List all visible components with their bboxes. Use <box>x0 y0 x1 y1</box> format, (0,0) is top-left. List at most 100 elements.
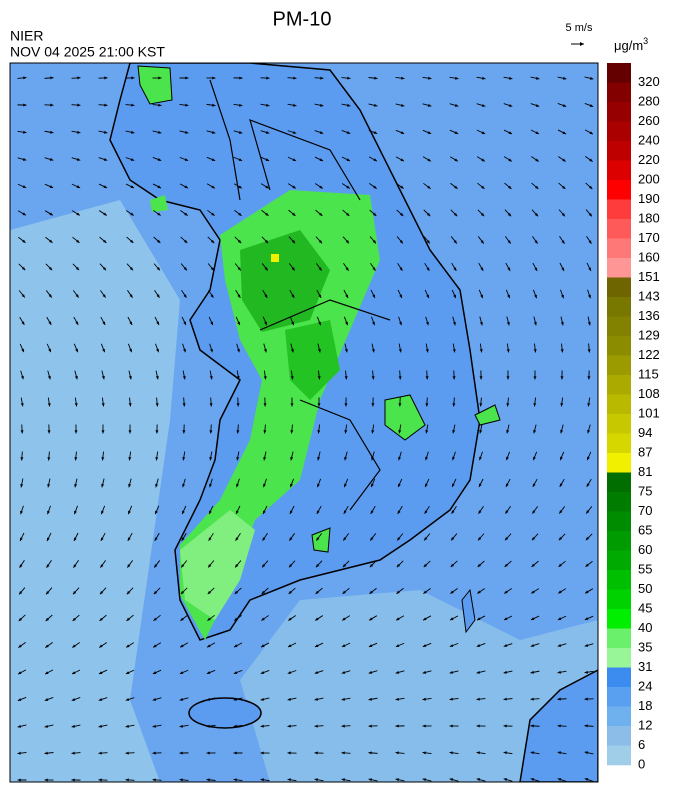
wind-arrow <box>398 316 402 326</box>
wind-arrow-head <box>18 671 22 675</box>
wind-arrow <box>46 560 52 568</box>
colorbar-segment <box>607 589 631 610</box>
wind-arrow <box>74 424 78 434</box>
colorbar-label: 60 <box>638 542 652 557</box>
wind-arrow-head <box>452 430 456 434</box>
wind-arrow-head <box>509 76 513 80</box>
wind-arrow-head <box>265 158 270 161</box>
pm-area-city <box>311 527 331 553</box>
wind-arrow-head <box>237 267 241 271</box>
colorbar-label: 94 <box>638 425 652 440</box>
colorbar-segment <box>607 394 631 415</box>
wind-arrow <box>100 560 106 568</box>
wind-arrow-head <box>263 483 266 488</box>
wind-arrow-head <box>449 724 453 728</box>
wind-arrow-head <box>507 267 511 271</box>
wind-arrow-head <box>504 563 508 567</box>
wind-arrow <box>47 424 51 434</box>
wind-arrow <box>179 697 189 701</box>
colorbar-segment <box>607 121 631 142</box>
wind-arrow-head <box>397 510 401 514</box>
wind-arrow-head <box>75 348 78 353</box>
wind-arrow-head <box>372 294 376 299</box>
wind-arrow-head <box>476 644 481 647</box>
wind-arrow-head <box>48 321 52 325</box>
wind-arrow-head <box>99 590 104 595</box>
wind-arrow <box>369 209 377 217</box>
wind-arrow-head <box>21 321 25 325</box>
wind-arrow <box>290 424 294 434</box>
wind-arrow-head <box>126 644 130 648</box>
colorbar-segment <box>607 531 631 551</box>
wind-arrow-head <box>480 212 485 217</box>
wind-arrow-head <box>533 403 537 407</box>
wind-arrow-head <box>264 239 269 244</box>
wind-arrow-head <box>152 671 157 674</box>
wind-arrow <box>72 642 80 648</box>
wind-arrow-head <box>23 103 27 107</box>
wind-arrow-head <box>98 697 103 701</box>
wind-arrow <box>450 560 458 568</box>
wind-arrow-head <box>503 724 507 728</box>
wind-arrow <box>288 587 296 595</box>
wind-arrow <box>422 697 432 701</box>
wind-arrow <box>153 236 161 244</box>
wind-arrow-head <box>265 185 269 189</box>
wind-arrow <box>261 236 269 244</box>
wind-arrow-head <box>395 778 400 782</box>
sea-light <box>10 200 180 782</box>
wind-arrow-head <box>102 321 106 325</box>
wind-arrow <box>532 236 538 244</box>
wind-arrow <box>234 236 242 244</box>
wind-arrow <box>152 183 162 189</box>
wind-arrow <box>368 670 378 674</box>
wind-arrow-head <box>476 778 481 782</box>
wind-arrow <box>450 533 458 541</box>
wind-arrow-head <box>212 76 216 80</box>
wind-arrow <box>398 370 402 380</box>
wind-arrow <box>180 614 188 622</box>
wind-arrow <box>315 236 323 244</box>
wind-arrow <box>423 182 431 190</box>
wind-arrow <box>128 424 132 434</box>
wind-arrow-head <box>210 267 214 271</box>
wind-arrow-head <box>291 267 295 271</box>
wind-arrow-head <box>343 510 347 514</box>
wind-arrow <box>17 130 27 134</box>
wind-arrow-head <box>371 376 375 380</box>
wind-arrow <box>128 370 132 380</box>
wind-arrow-head <box>156 348 159 353</box>
wind-arrow <box>20 424 24 434</box>
wind-arrow <box>451 262 457 272</box>
wind-arrow <box>98 778 108 782</box>
wind-arrow-head <box>22 239 26 243</box>
wind-arrow <box>422 642 432 648</box>
colorbar-segment <box>607 726 631 746</box>
colorbar-segment <box>607 706 631 727</box>
wind-arrow-head <box>236 376 240 380</box>
wind-arrow-head <box>506 349 510 353</box>
wind-arrow-head <box>373 158 377 162</box>
wind-arrow <box>452 370 456 380</box>
wind-arrow <box>153 210 161 216</box>
wind-arrow-head <box>342 590 346 594</box>
colorbar-segment <box>607 102 631 122</box>
wind-arrow-head <box>560 429 564 434</box>
colorbar-label: 12 <box>638 717 652 732</box>
wind-arrow-head <box>47 510 50 515</box>
wind-arrow-head <box>290 456 294 461</box>
wind-arrow <box>343 505 349 515</box>
wind-arrow <box>584 76 594 80</box>
wind-arrow <box>73 343 79 353</box>
wind-arrow <box>479 451 483 461</box>
wind-arrow-head <box>316 510 320 514</box>
wind-arrow <box>584 724 594 728</box>
wind-arrow <box>342 587 350 595</box>
wind-arrow-head <box>17 724 22 728</box>
wind-arrow <box>180 210 188 216</box>
wind-arrow-head <box>588 185 593 190</box>
wind-arrow-head <box>558 590 562 594</box>
wind-arrow-head <box>372 321 375 326</box>
wind-arrow-head <box>425 430 429 434</box>
wind-arrow <box>449 156 459 162</box>
